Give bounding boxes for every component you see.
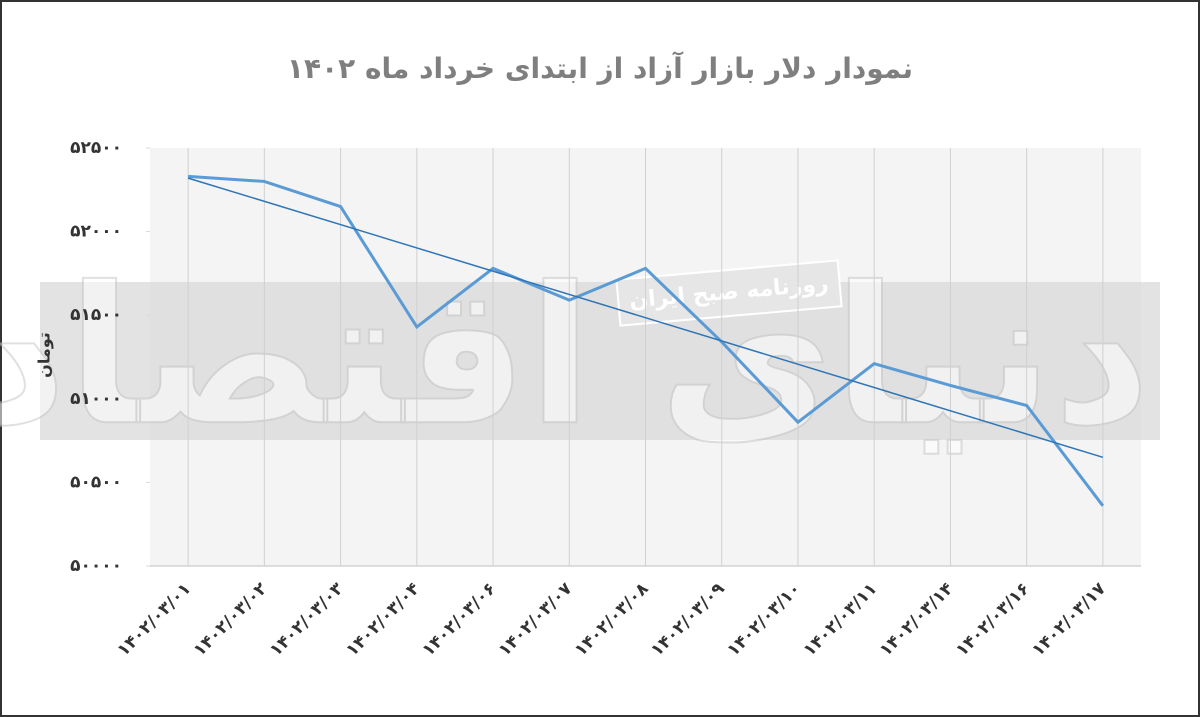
- data-line: [188, 174, 1105, 507]
- y-tick-label: ۵۱۵۰۰: [70, 305, 122, 325]
- chart-title: نمودار دلار بازار آزاد از ابتدای خرداد م…: [287, 51, 913, 85]
- caption-box: [615, 259, 843, 327]
- watermark: دنیای اقتصاد: [0, 246, 1151, 467]
- y-axis-label: تومان: [35, 332, 54, 378]
- y-tick-label: ۵۱۰۰۰: [70, 389, 122, 409]
- trendline: [187, 177, 1104, 459]
- y-tick-label: ۵۲۵۰۰: [70, 138, 122, 158]
- y-tick-label: ۵۲۰۰۰: [70, 222, 122, 242]
- y-tick-label: ۵۰۵۰۰: [70, 472, 122, 492]
- y-tick-label: ۵۰۰۰۰: [70, 556, 122, 576]
- watermark-band: [40, 282, 1160, 440]
